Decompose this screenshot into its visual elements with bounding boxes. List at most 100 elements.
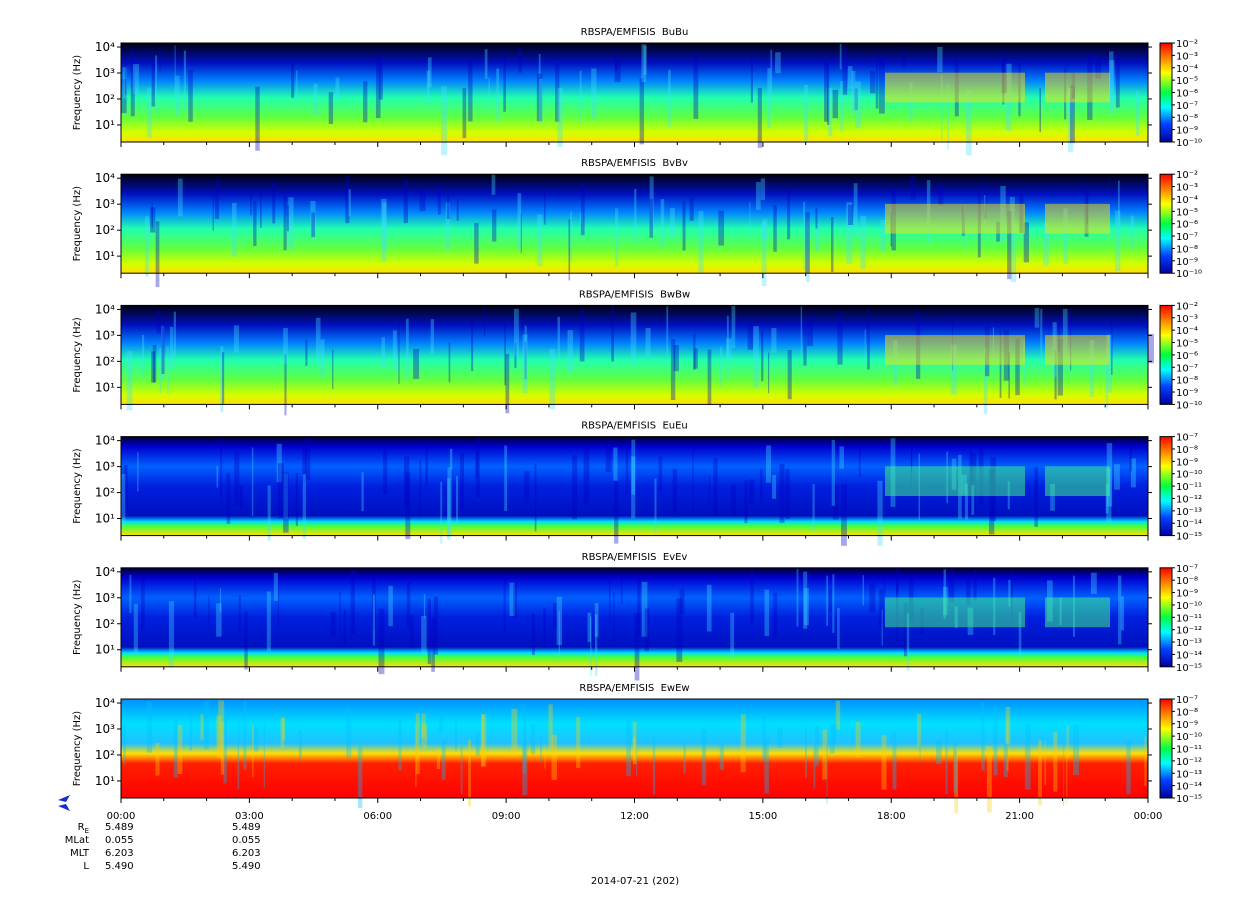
spectrogram-streak xyxy=(693,333,696,370)
y-tick-label: 10³ xyxy=(95,722,115,736)
colorbar-tick-label: 10⁻¹¹ xyxy=(1176,745,1202,756)
spectrogram-streak xyxy=(449,448,453,469)
colorbar-tick-label: 10⁻⁷ xyxy=(1176,564,1198,575)
spectrogram-streak xyxy=(491,174,496,195)
spectrogram-streak xyxy=(981,702,985,771)
spectrogram-streak xyxy=(509,582,515,616)
spectrogram-streak xyxy=(993,706,998,776)
spectrogram-streak xyxy=(462,87,467,139)
spectrogram-streak xyxy=(220,721,225,775)
spectrogram-streak xyxy=(146,87,152,138)
spectrogram-streak xyxy=(155,221,160,288)
spectrogram-streak xyxy=(594,602,599,637)
panel-title: RBSPA/EMFISIS BvBv xyxy=(581,158,688,169)
spectrogram-streak xyxy=(805,727,807,778)
spectrogram-streak xyxy=(492,209,497,242)
spectrogram-streak xyxy=(1067,87,1074,152)
spectrogram-streak xyxy=(447,467,452,537)
spectrogram-streak xyxy=(144,216,149,277)
colorbar-tick-label: 10⁻² xyxy=(1176,170,1198,181)
spectrogram-streak xyxy=(826,742,828,805)
y-tick-label: 10³ xyxy=(95,591,115,605)
spectrogram-streak xyxy=(423,594,426,619)
spectrogram-streak xyxy=(313,83,318,115)
spectrogram-streak xyxy=(223,718,227,784)
spectrogram-streak xyxy=(748,479,755,505)
spectrogram-streak xyxy=(549,348,556,410)
spectrogram-streak xyxy=(757,87,762,148)
colorbar-tick-label: 10⁻⁵ xyxy=(1176,207,1198,218)
spectrogram-streak xyxy=(643,45,647,76)
spectrogram-streak xyxy=(212,185,214,231)
spectrogram-streak xyxy=(1050,484,1055,511)
spectrogram-streak xyxy=(272,181,276,224)
spectrogram-streak xyxy=(214,179,220,219)
spectrogram-streak xyxy=(645,327,651,357)
colorbar-tick-label: 10⁻⁷ xyxy=(1176,433,1198,444)
spectrogram-streak xyxy=(398,323,400,385)
spectrogram-streak xyxy=(1126,740,1131,795)
colorbar-tick-label: 10⁻⁶ xyxy=(1176,220,1198,231)
spectrogram-streak xyxy=(1008,579,1011,607)
spectrogram-streak xyxy=(880,219,887,252)
spectrogram-streak xyxy=(431,617,435,672)
spectrogram-streak xyxy=(302,442,307,484)
spectrogram-streak xyxy=(137,452,139,492)
spectrogram-streak xyxy=(311,212,315,238)
spectrogram-streak xyxy=(1129,443,1132,472)
y-tick-label: 10² xyxy=(95,223,115,237)
spectrogram-streak xyxy=(1118,180,1120,226)
spectrogram-streak xyxy=(1144,736,1147,786)
spectrogram-streak xyxy=(159,47,161,71)
panel-title: RBSPA/EMFISIS EwEw xyxy=(579,683,689,694)
spectrogram-streak xyxy=(522,334,528,394)
spectrogram-streak xyxy=(415,713,420,775)
spectrogram-streak xyxy=(503,576,506,633)
spectrogram-streak xyxy=(777,727,783,748)
colorbar-tick-label: 10⁻¹³ xyxy=(1176,769,1202,780)
y-axis-label: Frequency (Hz) xyxy=(72,711,83,787)
spectrogram-streak xyxy=(398,712,402,771)
colorbar-tick-label: 10⁻⁶ xyxy=(1176,351,1198,362)
colorbar-tick-label: 10⁻¹² xyxy=(1176,626,1202,637)
spectrogram-streak xyxy=(846,202,853,264)
spectrogram-streak xyxy=(673,345,679,372)
spectrogram-streak xyxy=(869,583,876,613)
spectrogram-streak xyxy=(459,452,465,510)
spectrogram-streak xyxy=(881,609,883,646)
spectrogram-streak xyxy=(615,208,619,267)
spectrogram-streak xyxy=(948,568,955,603)
spectrogram-streak xyxy=(1115,54,1120,108)
spectrogram-streak xyxy=(315,317,321,363)
colorbar-tick-label: 10⁻⁴ xyxy=(1176,195,1198,206)
spectrogram-streak xyxy=(155,742,160,776)
spectrogram-streak xyxy=(357,745,363,808)
spectrogram-streak xyxy=(155,55,157,113)
spectrogram-streak xyxy=(911,448,913,474)
spectrogram-streak xyxy=(372,594,375,646)
x-tick-label: 15:00 xyxy=(748,811,777,822)
spectrogram-streak xyxy=(548,704,553,750)
spectrogram-streak xyxy=(892,731,897,790)
spectrogram-streak xyxy=(770,49,773,93)
spectrogram-band xyxy=(1045,72,1110,103)
spectrogram-streak xyxy=(146,701,153,753)
x-tick-label: 12:00 xyxy=(620,811,649,822)
spectrogram-streak xyxy=(436,748,441,770)
y-tick-label: 10¹ xyxy=(95,643,115,657)
spectrogram-streak xyxy=(636,717,638,776)
spectrogram-streak xyxy=(773,592,778,638)
colorbar-tick-label: 10⁻⁴ xyxy=(1176,326,1198,337)
spectrogram-streak xyxy=(174,45,176,107)
spectrogram-streak xyxy=(814,726,819,766)
spectrogram-streak xyxy=(448,342,451,383)
x-tick-label: 09:00 xyxy=(492,811,521,822)
y-tick-label: 10³ xyxy=(95,328,115,342)
spectrogram-streak xyxy=(682,201,686,251)
y-tick-label: 10⁴ xyxy=(95,565,115,579)
spectrogram-streak xyxy=(613,447,618,481)
spectrogram-streak xyxy=(123,465,128,510)
spectrogram-streak xyxy=(579,212,583,235)
colorbar-label: amplitude (nT^2/Hz) xyxy=(1223,297,1236,412)
